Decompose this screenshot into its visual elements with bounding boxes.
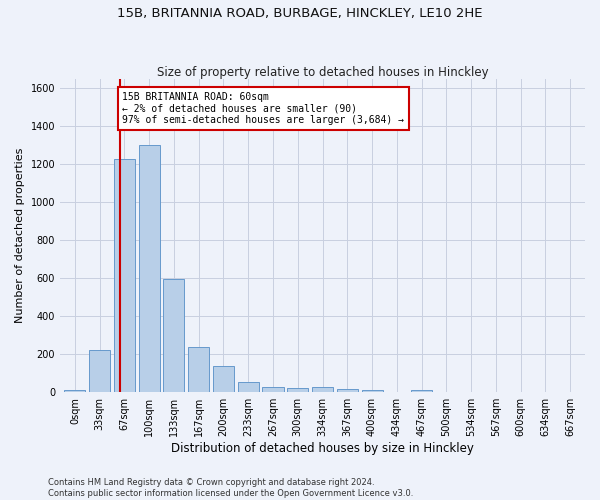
Text: Contains HM Land Registry data © Crown copyright and database right 2024.
Contai: Contains HM Land Registry data © Crown c… [48, 478, 413, 498]
Bar [213, 366, 234, 392]
Bar [312, 388, 333, 392]
Text: 15B, BRITANNIA ROAD, BURBAGE, HINCKLEY, LE10 2HE: 15B, BRITANNIA ROAD, BURBAGE, HINCKLEY, … [117, 8, 483, 20]
Bar [238, 382, 259, 392]
Bar [139, 145, 160, 392]
Bar [64, 390, 85, 392]
Bar [287, 388, 308, 392]
Bar [262, 388, 284, 392]
Bar [114, 160, 135, 392]
Text: 15B BRITANNIA ROAD: 60sqm
← 2% of detached houses are smaller (90)
97% of semi-d: 15B BRITANNIA ROAD: 60sqm ← 2% of detach… [122, 92, 404, 125]
Title: Size of property relative to detached houses in Hinckley: Size of property relative to detached ho… [157, 66, 488, 78]
X-axis label: Distribution of detached houses by size in Hinckley: Distribution of detached houses by size … [171, 442, 474, 455]
Bar [89, 350, 110, 392]
Bar [337, 390, 358, 392]
Y-axis label: Number of detached properties: Number of detached properties [15, 148, 25, 323]
Bar [163, 279, 184, 392]
Bar [411, 390, 432, 392]
Bar [362, 390, 383, 392]
Bar [188, 346, 209, 392]
